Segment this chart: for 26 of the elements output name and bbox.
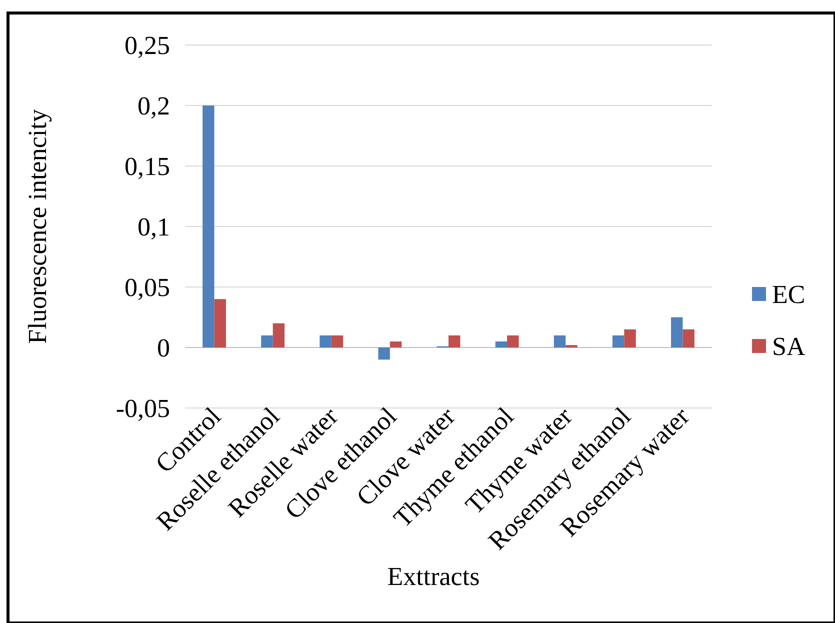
bar bbox=[495, 341, 508, 348]
bar bbox=[261, 335, 273, 348]
legend-label: SA bbox=[772, 332, 806, 362]
bar bbox=[331, 335, 344, 348]
bar bbox=[202, 106, 214, 348]
bar bbox=[272, 323, 285, 348]
bar bbox=[378, 348, 390, 360]
bar bbox=[390, 341, 402, 348]
y-tick-label: 0 bbox=[157, 334, 170, 363]
bar bbox=[320, 335, 332, 348]
y-tick-label: 0,1 bbox=[138, 212, 170, 242]
bar bbox=[448, 335, 460, 348]
bar bbox=[554, 335, 566, 348]
y-axis-title: Fluorescence intencity bbox=[23, 109, 52, 344]
x-axis-title: Exttracts bbox=[387, 562, 480, 591]
legend-label: EC bbox=[772, 280, 806, 310]
y-tick-label: 0,25 bbox=[124, 31, 170, 60]
y-tick-label: 0,15 bbox=[124, 152, 170, 182]
bar bbox=[507, 335, 519, 348]
bar bbox=[682, 329, 694, 348]
y-tick-label: 0,2 bbox=[138, 92, 170, 121]
y-tick-label: 0,05 bbox=[124, 273, 170, 302]
bar bbox=[624, 329, 636, 348]
bar bbox=[671, 317, 683, 348]
bar bbox=[214, 299, 226, 348]
bar bbox=[612, 335, 624, 348]
